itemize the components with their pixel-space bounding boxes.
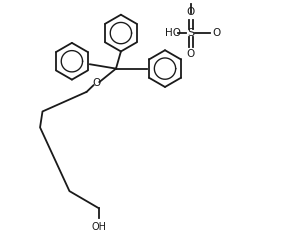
Text: O: O	[92, 78, 101, 88]
Text: OH: OH	[91, 222, 106, 232]
Text: O: O	[187, 7, 195, 17]
Text: HO: HO	[165, 28, 181, 38]
Text: O: O	[213, 28, 221, 38]
Text: S: S	[187, 28, 194, 38]
Text: O: O	[187, 49, 195, 59]
